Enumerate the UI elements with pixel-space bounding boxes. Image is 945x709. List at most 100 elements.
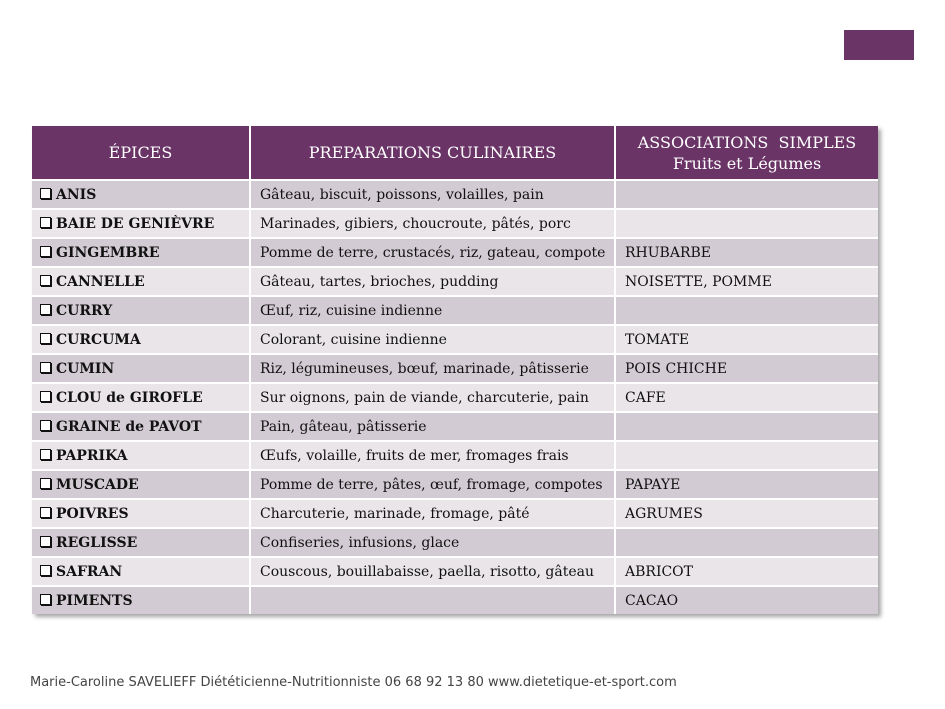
- table-row: CURCUMA Colorant, cuisine indienne TOMATE: [32, 324, 878, 354]
- accent-box: [844, 30, 914, 60]
- checkbox-bullet-icon: [40, 216, 51, 228]
- spice-cell: CANNELLE: [32, 266, 251, 296]
- association-cell: NOISETTE, POMME: [615, 266, 878, 296]
- preparation-cell: Œufs, volaille, fruits de mer, fromages …: [250, 440, 616, 470]
- header-associations-subtitle: Fruits et Légumes: [672, 153, 822, 173]
- checkbox-bullet-icon: [40, 361, 51, 373]
- spice-cell: CURRY: [32, 295, 251, 325]
- table-row: PAPRIKA Œufs, volaille, fruits de mer, fr…: [32, 440, 878, 470]
- preparation-cell: Pomme de terre, pâtes, œuf, fromage, com…: [250, 469, 616, 499]
- footer-credit: Marie-Caroline SAVELIEFF Diététicienne-N…: [30, 675, 677, 690]
- association-cell: [615, 527, 878, 557]
- spice-name: POIVRES: [56, 505, 129, 522]
- preparation-cell: Riz, légumineuses, bœuf, marinade, pâtis…: [250, 353, 616, 383]
- checkbox-bullet-icon: [40, 593, 51, 605]
- spice-cell: REGLISSE: [32, 527, 251, 557]
- association-cell: [615, 440, 878, 470]
- table-row: CLOU de GIROFLE Sur oignons, pain de vian…: [32, 382, 878, 412]
- spice-cell: CURCUMA: [32, 324, 251, 354]
- spice-name: REGLISSE: [56, 534, 138, 551]
- table-row: REGLISSE Confiseries, infusions, glace: [32, 527, 878, 557]
- spice-name: MUSCADE: [56, 476, 139, 493]
- spice-cell: SAFRAN: [32, 556, 251, 586]
- checkbox-bullet-icon: [40, 535, 51, 547]
- association-cell: CACAO: [615, 585, 878, 614]
- association-cell: AGRUMES: [615, 498, 878, 528]
- spice-cell: PIMENTS: [32, 585, 251, 614]
- checkbox-bullet-icon: [40, 390, 51, 402]
- table-row: CUMIN Riz, légumineuses, bœuf, marinade, …: [32, 353, 878, 383]
- table-row: CURRY Œuf, riz, cuisine indienne: [32, 295, 878, 325]
- spice-cell: PAPRIKA: [32, 440, 251, 470]
- spice-cell: BAIE DE GENIÈVRE: [32, 208, 251, 238]
- checkbox-bullet-icon: [40, 419, 51, 431]
- table-row: SAFRAN Couscous, bouillabaisse, paella, r…: [32, 556, 878, 586]
- spice-cell: CLOU de GIROFLE: [32, 382, 251, 412]
- table-row: PIMENTS CACAO: [32, 585, 878, 614]
- spice-table-container: ÉPICES PREPARATIONS CULINAIRES ASSOCIATI…: [32, 126, 878, 614]
- spice-cell: ANIS: [32, 179, 251, 209]
- checkbox-bullet-icon: [40, 448, 51, 460]
- preparation-cell: Gâteau, biscuit, poissons, volailles, pa…: [250, 179, 616, 209]
- spice-table: ÉPICES PREPARATIONS CULINAIRES ASSOCIATI…: [32, 126, 878, 614]
- spice-name: CANNELLE: [56, 273, 145, 290]
- association-cell: [615, 411, 878, 441]
- spice-name: SAFRAN: [56, 563, 123, 580]
- preparation-cell: Œuf, riz, cuisine indienne: [250, 295, 616, 325]
- preparation-cell: Charcuterie, marinade, fromage, pâté: [250, 498, 616, 528]
- table-row: BAIE DE GENIÈVRE Marinades, gibiers, chou…: [32, 208, 878, 238]
- checkbox-bullet-icon: [40, 477, 51, 489]
- checkbox-bullet-icon: [40, 245, 51, 257]
- spice-name: CUMIN: [56, 360, 115, 377]
- spice-name: BAIE DE GENIÈVRE: [56, 215, 215, 232]
- preparation-cell: Gâteau, tartes, brioches, pudding: [250, 266, 616, 296]
- table-row: MUSCADE Pomme de terre, pâtes, œuf, froma…: [32, 469, 878, 499]
- spice-name: CURCUMA: [56, 331, 141, 348]
- association-cell: PAPAYE: [615, 469, 878, 499]
- checkbox-bullet-icon: [40, 332, 51, 344]
- spice-cell: MUSCADE: [32, 469, 251, 499]
- association-cell: RHUBARBE: [615, 237, 878, 267]
- preparation-cell: Marinades, gibiers, choucroute, pâtés, p…: [250, 208, 616, 238]
- association-cell: ABRICOT: [615, 556, 878, 586]
- table-header-row: ÉPICES PREPARATIONS CULINAIRES ASSOCIATI…: [32, 126, 878, 180]
- table-row: CANNELLE Gâteau, tartes, brioches, puddin…: [32, 266, 878, 296]
- header-preparations: PREPARATIONS CULINAIRES: [250, 126, 616, 180]
- preparation-cell: Pomme de terre, crustacés, riz, gateau, …: [250, 237, 616, 267]
- spice-name: PAPRIKA: [56, 447, 128, 464]
- table-row: POIVRES Charcuterie, marinade, fromage, p…: [32, 498, 878, 528]
- spice-name: ANIS: [56, 186, 97, 203]
- checkbox-bullet-icon: [40, 564, 51, 576]
- spice-name: PIMENTS: [56, 592, 133, 609]
- association-cell: [615, 208, 878, 238]
- checkbox-bullet-icon: [40, 506, 51, 518]
- preparation-cell: Pain, gâteau, pâtisserie: [250, 411, 616, 441]
- association-cell: [615, 179, 878, 209]
- spice-cell: GINGEMBRE: [32, 237, 251, 267]
- table-row: ANIS Gâteau, biscuit, poissons, volailles…: [32, 179, 878, 209]
- header-epices: ÉPICES: [32, 126, 251, 180]
- checkbox-bullet-icon: [40, 303, 51, 315]
- spice-name: GINGEMBRE: [56, 244, 160, 261]
- association-cell: POIS CHICHE: [615, 353, 878, 383]
- header-associations-title: ASSOCIATIONS SIMPLES: [637, 132, 857, 152]
- spice-cell: POIVRES: [32, 498, 251, 528]
- spice-cell: CUMIN: [32, 353, 251, 383]
- checkbox-bullet-icon: [40, 274, 51, 286]
- table-row: GINGEMBRE Pomme de terre, crustacés, riz,…: [32, 237, 878, 267]
- checkbox-bullet-icon: [40, 187, 51, 199]
- preparation-cell: [250, 585, 616, 614]
- preparation-cell: Couscous, bouillabaisse, paella, risotto…: [250, 556, 616, 586]
- spice-name: GRAINE de PAVOT: [56, 418, 202, 435]
- table-body: ANIS Gâteau, biscuit, poissons, volailles…: [32, 179, 878, 614]
- association-cell: CAFE: [615, 382, 878, 412]
- spice-name: CLOU de GIROFLE: [56, 389, 203, 406]
- preparation-cell: Confiseries, infusions, glace: [250, 527, 616, 557]
- association-cell: [615, 295, 878, 325]
- table-row: GRAINE de PAVOT Pain, gâteau, pâtisserie: [32, 411, 878, 441]
- preparation-cell: Colorant, cuisine indienne: [250, 324, 616, 354]
- association-cell: TOMATE: [615, 324, 878, 354]
- header-associations: ASSOCIATIONS SIMPLES Fruits et Légumes: [615, 126, 878, 180]
- spice-name: CURRY: [56, 302, 113, 319]
- preparation-cell: Sur oignons, pain de viande, charcuterie…: [250, 382, 616, 412]
